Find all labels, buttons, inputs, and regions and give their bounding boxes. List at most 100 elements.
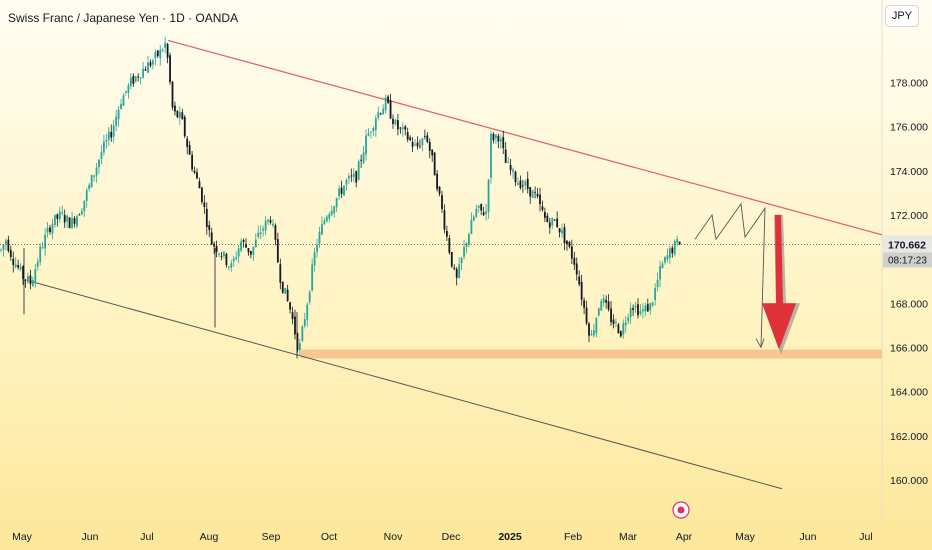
candle-up	[88, 184, 91, 189]
candle-up	[36, 261, 39, 267]
candle-down	[556, 218, 559, 227]
candle-down	[575, 263, 578, 275]
candle-up	[374, 118, 377, 130]
candle-down	[340, 187, 343, 194]
candle-up	[485, 211, 487, 214]
projection-path	[694, 202, 766, 348]
y-tick-label: 166.000	[890, 342, 928, 354]
candle-down	[387, 96, 389, 103]
candle-down	[566, 240, 568, 245]
candle-up	[115, 116, 118, 126]
candle-down	[404, 126, 407, 130]
candle-up	[627, 317, 630, 322]
candle-up	[61, 212, 64, 214]
candle-down	[279, 264, 282, 283]
candle-up	[31, 280, 34, 287]
candle-up	[664, 257, 666, 263]
candle-down	[671, 247, 674, 254]
candle-down	[68, 217, 71, 229]
candle-up	[507, 162, 510, 164]
candle-up	[673, 241, 676, 255]
candle-up	[218, 253, 220, 255]
candle-down	[416, 142, 419, 147]
candle-up	[223, 251, 225, 257]
candle-down	[22, 266, 24, 279]
candle-up	[367, 133, 370, 136]
candle-up	[668, 248, 671, 258]
candle-down	[132, 75, 135, 84]
candle-down	[482, 212, 485, 216]
candle-down	[544, 211, 546, 218]
time-axis: May Jun Jul Aug Sep Oct Nov Dec 2025 Feb Mar Apr May…	[12, 531, 873, 543]
candle-down	[580, 282, 583, 300]
candle-up	[257, 232, 260, 237]
candle-down	[350, 175, 353, 177]
y-tick-label: 160.000	[890, 475, 928, 487]
candle-down	[409, 137, 412, 141]
candle-up	[624, 322, 627, 326]
candle-up	[463, 246, 465, 257]
candle-up	[313, 252, 316, 266]
candle-down	[423, 135, 426, 137]
candle-up	[495, 134, 497, 139]
candle-down	[441, 195, 443, 210]
candle-down	[242, 240, 245, 242]
candle-down	[166, 43, 169, 58]
candle-up	[232, 258, 235, 262]
candle-down	[210, 232, 213, 245]
candle-up	[51, 223, 54, 234]
candle-down	[174, 105, 176, 112]
candle-up	[382, 108, 385, 115]
candle-down	[49, 227, 51, 232]
candle-up	[384, 97, 387, 111]
candle-down	[360, 159, 363, 161]
x-tick-label: Apr	[676, 531, 693, 543]
support-zone	[301, 349, 882, 359]
candle-up	[421, 138, 424, 146]
candle-down	[110, 131, 113, 138]
candle-up	[316, 245, 318, 252]
candle-down	[529, 187, 532, 197]
candle-up	[34, 269, 37, 283]
candle-up	[262, 228, 265, 231]
x-tick-label: Nov	[384, 531, 403, 543]
candle-down	[446, 230, 448, 237]
candle-up	[468, 234, 470, 245]
candle-down	[450, 252, 453, 267]
candle-down	[281, 281, 284, 293]
candle-up	[154, 52, 157, 59]
candle-up	[551, 217, 554, 226]
candle-up	[159, 49, 162, 59]
candle-up	[103, 141, 105, 153]
candle-down	[588, 323, 590, 336]
candle-down	[73, 218, 76, 224]
currency-button[interactable]: JPY	[885, 5, 919, 27]
candle-up	[259, 232, 262, 234]
candle-down	[181, 112, 184, 120]
lower-trendline	[29, 280, 783, 490]
candle-down	[431, 149, 434, 156]
x-tick-label: Sep	[262, 531, 281, 543]
x-tick-label: May	[12, 531, 33, 543]
candle-down	[578, 276, 581, 285]
candle-up	[58, 211, 61, 220]
candle-down	[196, 172, 198, 179]
candle-down	[379, 113, 382, 115]
upper-trendline	[167, 39, 883, 236]
price-axis: 178.000176.000174.000172.000170.000168.0…	[890, 77, 928, 487]
y-tick-label: 168.000	[890, 298, 928, 310]
candle-up	[164, 42, 167, 48]
candle-up	[318, 232, 321, 244]
candle-up	[308, 292, 311, 303]
candle-up	[252, 246, 255, 255]
candle-up	[512, 169, 514, 173]
candle-down	[519, 180, 522, 188]
y-tick-label: 164.000	[890, 387, 928, 399]
candle-up	[458, 264, 461, 278]
candle-down	[453, 267, 456, 269]
candle-down	[188, 145, 191, 155]
candle-down	[570, 246, 573, 259]
